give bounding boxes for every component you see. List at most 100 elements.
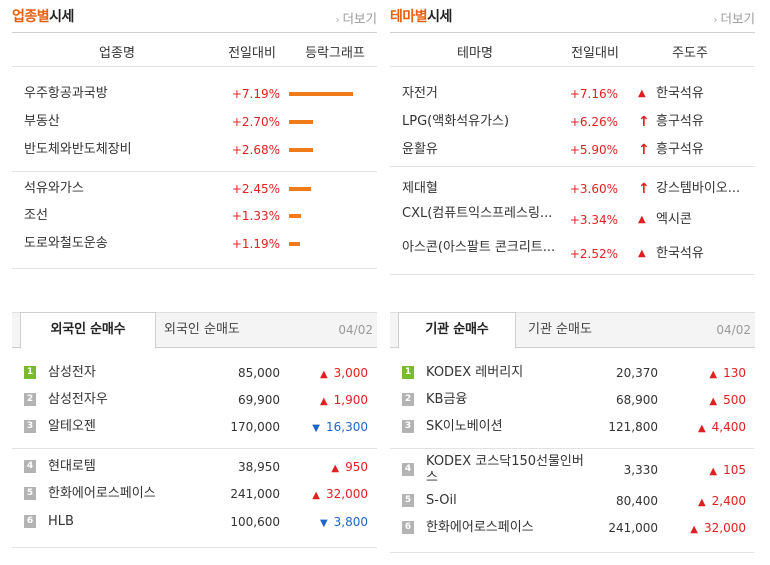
triangle-up-icon: ▲ — [709, 396, 718, 407]
stock-price: 3,330 — [623, 463, 658, 477]
tab-bar: 외국인 순매수 외국인 순매도 04/02 — [12, 312, 377, 349]
theme-row[interactable]: 윤활유 +5.90% ↑ 흥구석유 — [390, 138, 755, 162]
stock-name[interactable]: 한화에어로스페이스 — [426, 520, 534, 535]
stock-price: 68,900 — [616, 393, 658, 407]
theme-more-link[interactable]: › 더보기 — [713, 11, 755, 26]
sector-name[interactable]: 부동산 — [24, 114, 60, 129]
stock-name[interactable]: 삼성전자 — [48, 365, 96, 380]
stock-name[interactable]: 한화에어로스페이스 — [48, 486, 156, 501]
change-rate: +6.26% — [569, 115, 618, 129]
ranking-row[interactable]: 3 알테오젠 170,000 ▼ 16,300 — [12, 415, 377, 439]
price-change-value: 3,000 — [333, 366, 368, 380]
change-rate: +7.19% — [231, 87, 280, 101]
sector-name[interactable]: 석유와가스 — [24, 181, 84, 196]
triangle-up-icon: ▲ — [697, 497, 706, 508]
divider — [390, 66, 755, 67]
leader-stock[interactable]: 강스템바이오... — [656, 181, 741, 196]
sector-row[interactable]: 석유와가스 +2.45% — [12, 177, 377, 201]
ranking-row[interactable]: 6 HLB 100,600 ▼ 3,800 — [12, 510, 377, 534]
stock-name[interactable]: 현대로템 — [48, 459, 96, 474]
tab-foreign-net-sell[interactable]: 외국인 순매도 — [164, 322, 240, 337]
ranking-row[interactable]: 1 KODEX 레버리지 20,370 ▲ 130 — [390, 361, 755, 385]
sector-name[interactable]: 도로와철도운송 — [24, 236, 108, 251]
tab-institution-net-sell[interactable]: 기관 순매도 — [528, 322, 592, 337]
col-header-graph: 등락그래프 — [305, 46, 365, 61]
stock-price: 69,900 — [238, 393, 280, 407]
divider — [390, 32, 755, 33]
ranking-row[interactable]: 1 삼성전자 85,000 ▲ 3,000 — [12, 361, 377, 385]
triangle-up-icon: ▲ — [709, 466, 718, 477]
rank-badge: 2 — [402, 393, 414, 406]
ranking-row[interactable]: 5 한화에어로스페이스 241,000 ▲ 32,000 — [12, 482, 377, 506]
stock-price: 170,000 — [230, 420, 280, 434]
ranking-row[interactable]: 2 KB금융 68,900 ▲ 500 — [390, 388, 755, 412]
change-rate: +2.70% — [231, 115, 280, 129]
sector-row[interactable]: 부동산 +2.70% — [12, 110, 377, 134]
leader-stock[interactable]: 흥구석유 — [656, 142, 704, 157]
price-change-value: 1,900 — [333, 393, 368, 407]
date-label: 04/02 — [716, 323, 751, 337]
leader-stock[interactable]: 한국석유 — [656, 86, 704, 101]
change-rate: +3.34% — [569, 213, 618, 227]
leader-stock[interactable]: 흥구석유 — [656, 114, 704, 129]
price-change: ▲ 130 — [709, 361, 746, 387]
theme-name[interactable]: CXL(컴퓨트익스프레스링... — [402, 206, 553, 221]
price-change: ▲ 2,400 — [698, 489, 746, 515]
sector-name[interactable]: 조선 — [24, 208, 48, 223]
theme-name[interactable]: 윤활유 — [402, 142, 438, 157]
theme-name[interactable]: 자전거 — [402, 86, 438, 101]
stock-name[interactable]: S-Oil — [426, 493, 457, 508]
leader-stock[interactable]: 엑시콘 — [656, 212, 692, 227]
sector-name[interactable]: 우주항공과국방 — [24, 86, 108, 101]
tab-institution-net-buy[interactable]: 기관 순매수 — [398, 312, 516, 349]
ranking-row[interactable]: 5 S-Oil 80,400 ▲ 2,400 — [390, 489, 755, 513]
divider — [390, 552, 755, 553]
theme-name[interactable]: LPG(액화석유가스) — [402, 114, 510, 129]
leader-stock[interactable]: 한국석유 — [656, 246, 704, 261]
price-change-value: 130 — [723, 366, 746, 380]
divider — [12, 32, 377, 33]
sector-row[interactable]: 조선 +1.33% — [12, 204, 377, 228]
price-change: ▲ 32,000 — [690, 516, 746, 542]
stock-name[interactable]: 알테오젠 — [48, 419, 96, 434]
col-header-sector-name: 업종명 — [99, 46, 135, 61]
sector-more-link[interactable]: › 더보기 — [335, 11, 377, 26]
stock-name[interactable]: SK이노베이션 — [426, 419, 503, 434]
change-bar — [289, 92, 353, 96]
sector-row[interactable]: 우주항공과국방 +7.19% — [12, 82, 377, 106]
theme-row[interactable]: 자전거 +7.16% ▲ 한국석유 — [390, 82, 755, 106]
ranking-row[interactable]: 3 SK이노베이션 121,800 ▲ 4,400 — [390, 415, 755, 439]
ranking-row[interactable]: 6 한화에어로스페이스 241,000 ▲ 32,000 — [390, 516, 755, 540]
theme-row[interactable]: CXL(컴퓨트익스프레스링... +3.34% ▲ 엑시콘 — [390, 206, 755, 238]
theme-name[interactable]: 아스콘(아스팔트 콘크리트... — [402, 240, 556, 255]
triangle-down-icon: ▼ — [312, 423, 320, 434]
divider — [12, 66, 377, 67]
stock-price: 241,000 — [608, 521, 658, 535]
tab-foreign-net-buy[interactable]: 외국인 순매수 — [20, 312, 156, 349]
stock-name[interactable]: KB금융 — [426, 392, 468, 407]
rank-badge: 1 — [402, 366, 414, 379]
stock-name[interactable]: KODEX 코스닥150선물인버스 — [426, 454, 584, 485]
triangle-up-icon: ▲ — [331, 463, 340, 474]
price-change: ▲ 1,900 — [320, 388, 368, 414]
sector-row[interactable]: 반도체와반도체장비 +2.68% — [12, 138, 377, 162]
ranking-row[interactable]: 4 KODEX 코스닥150선물인버스 3,330 ▲ 105 — [390, 454, 755, 486]
theme-panel: 테마별시세 › 더보기 테마명 전일대비 주도주 자전거 +7.16% ▲ 한국석유 LP… — [390, 0, 755, 275]
change-rate: +3.60% — [569, 182, 618, 196]
change-rate: +2.45% — [231, 182, 280, 196]
change-bar — [289, 187, 311, 191]
divider — [12, 268, 377, 269]
ranking-row[interactable]: 4 현대로템 38,950 ▲ 950 — [12, 455, 377, 479]
theme-row[interactable]: 아스콘(아스팔트 콘크리트... +2.52% ▲ 한국석유 — [390, 240, 755, 272]
stock-name[interactable]: KODEX 레버리지 — [426, 365, 524, 380]
theme-row[interactable]: 제대혈 +3.60% ↑ 강스템바이오... — [390, 177, 755, 201]
ranking-row[interactable]: 2 삼성전자우 69,900 ▲ 1,900 — [12, 388, 377, 412]
sector-name[interactable]: 반도체와반도체장비 — [24, 142, 132, 157]
triangle-up-icon: ▲ — [319, 369, 328, 380]
theme-name[interactable]: 제대혈 — [402, 181, 438, 196]
stock-name[interactable]: HLB — [48, 514, 74, 529]
sector-row[interactable]: 도로와철도운송 +1.19% — [12, 232, 377, 256]
stock-name[interactable]: 삼성전자우 — [48, 392, 108, 407]
chevron-right-icon: › — [335, 15, 340, 26]
theme-row[interactable]: LPG(액화석유가스) +6.26% ↑ 흥구석유 — [390, 110, 755, 134]
